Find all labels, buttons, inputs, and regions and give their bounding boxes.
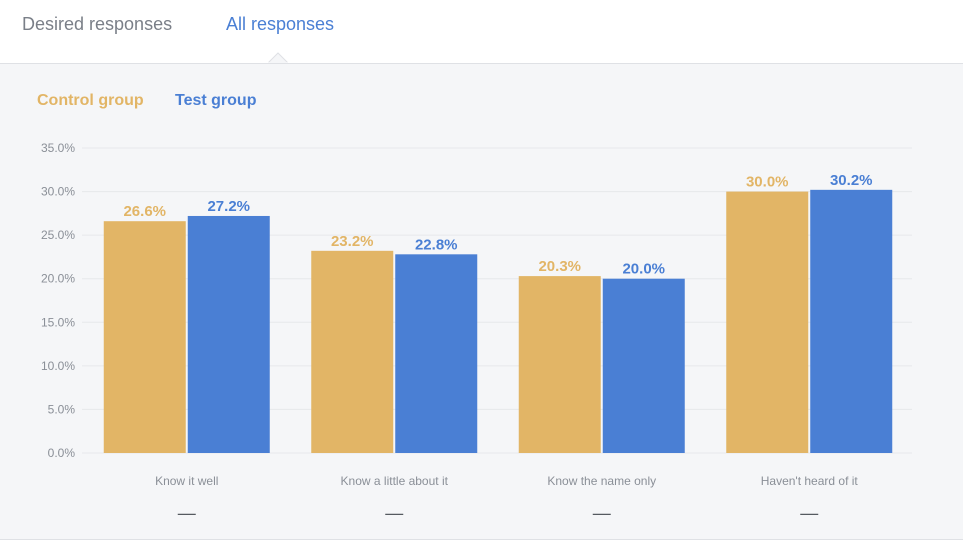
bar-test	[810, 189, 893, 453]
data-label: 30.2%	[830, 172, 873, 189]
y-tick-label: 35.0%	[41, 141, 75, 155]
category-dash: —	[800, 503, 818, 523]
category-label: Haven't heard of it	[761, 474, 859, 488]
y-tick-label: 25.0%	[41, 228, 75, 242]
bar-test	[395, 254, 478, 453]
bar-control	[103, 221, 186, 453]
y-tick-label: 30.0%	[41, 185, 75, 199]
y-tick-label: 15.0%	[41, 315, 75, 329]
active-tab-pointer-icon	[268, 52, 288, 63]
bar-test	[187, 215, 270, 453]
data-label: 30.0%	[746, 174, 789, 191]
category-dash: —	[593, 503, 611, 523]
tab-desired-responses[interactable]: Desired responses	[22, 14, 173, 34]
category-label: Know the name only	[547, 474, 656, 488]
legend-test-group[interactable]: Test group	[175, 92, 257, 109]
bar-control	[311, 250, 394, 453]
data-label: 20.0%	[622, 261, 665, 278]
tab-all-responses[interactable]: All responses	[226, 14, 335, 34]
data-label: 26.6%	[123, 203, 166, 220]
category-label: Know a little about it	[341, 474, 449, 488]
bar-chart: 0.0% 5.0% 10.0% 15.0% 20.0% 25.0% 30.0% 35.0% 26…	[41, 141, 912, 523]
bar-control	[726, 191, 809, 454]
y-tick-label: 20.0%	[41, 272, 75, 286]
data-label: 22.8%	[415, 236, 458, 253]
y-tick-label: 5.0%	[48, 402, 76, 416]
tab-bar: Desired responses All responses	[0, 0, 963, 64]
category-dash: —	[178, 503, 196, 523]
data-label: 27.2%	[207, 198, 250, 215]
category-label: Know it well	[155, 474, 218, 488]
data-label: 23.2%	[331, 233, 374, 250]
y-tick-label: 0.0%	[48, 446, 76, 460]
bar-control	[518, 276, 601, 453]
y-tick-label: 10.0%	[41, 359, 75, 373]
category-dash: —	[385, 503, 403, 523]
bar-test	[602, 278, 685, 453]
data-label: 20.3%	[538, 258, 581, 275]
legend-control-group[interactable]: Control group	[37, 92, 144, 109]
